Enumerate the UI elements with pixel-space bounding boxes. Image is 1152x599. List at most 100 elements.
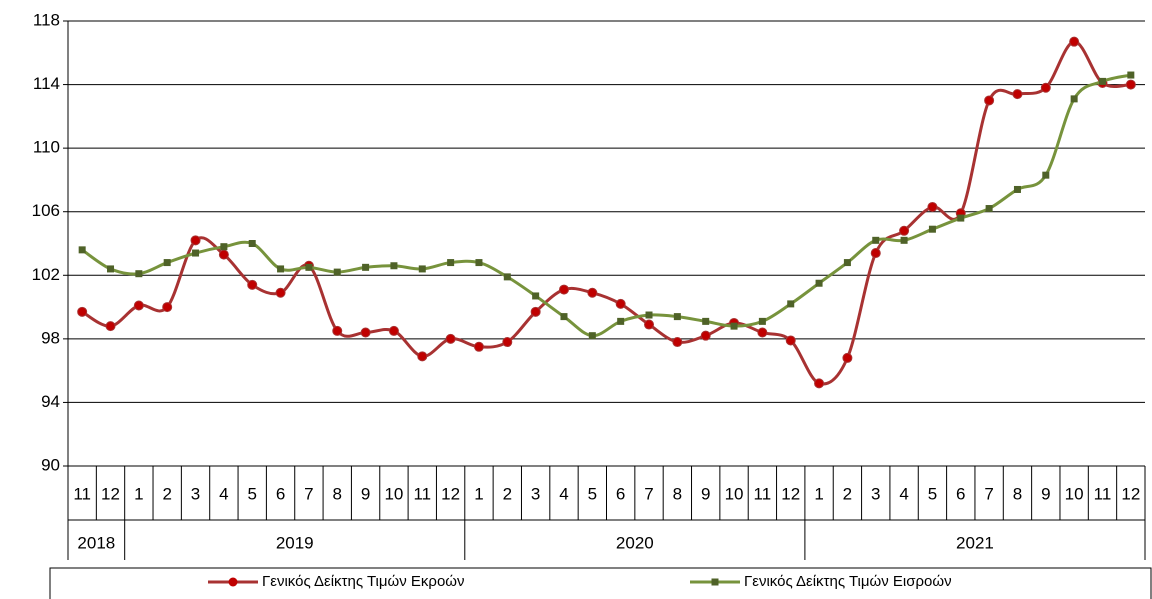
marker xyxy=(1013,185,1021,193)
marker xyxy=(473,341,484,352)
legend-marker xyxy=(228,577,238,587)
x-tick-label: 11 xyxy=(413,484,431,503)
marker xyxy=(814,378,825,389)
marker xyxy=(899,225,910,236)
marker xyxy=(447,259,455,267)
y-tick-label: 102 xyxy=(32,265,60,284)
legend-label: Γενικός Δείκτης Τιμών Εκροών xyxy=(262,573,465,590)
year-label: 2018 xyxy=(77,533,115,552)
marker xyxy=(558,284,569,295)
marker xyxy=(162,302,173,313)
x-tick-label: 6 xyxy=(276,484,285,503)
marker xyxy=(758,317,766,325)
x-tick-label: 9 xyxy=(701,484,710,503)
marker xyxy=(1040,82,1051,93)
x-tick-label: 1 xyxy=(474,484,483,503)
marker xyxy=(900,236,908,244)
marker xyxy=(220,243,228,251)
x-tick-label: 5 xyxy=(588,484,597,503)
x-tick-label: 4 xyxy=(219,484,228,503)
marker xyxy=(77,306,88,317)
marker xyxy=(730,322,738,330)
marker xyxy=(870,248,881,259)
marker xyxy=(390,262,398,270)
x-tick-label: 10 xyxy=(725,484,744,503)
marker xyxy=(418,265,426,273)
marker xyxy=(360,327,371,338)
x-tick-label: 2 xyxy=(162,484,171,503)
year-label: 2020 xyxy=(616,533,654,552)
y-tick-label: 94 xyxy=(41,392,60,411)
marker xyxy=(107,265,115,273)
marker xyxy=(503,273,511,281)
x-tick-label: 7 xyxy=(304,484,313,503)
x-tick-label: 11 xyxy=(1094,484,1112,503)
marker xyxy=(532,292,540,300)
marker xyxy=(560,313,568,321)
x-tick-label: 2 xyxy=(503,484,512,503)
marker xyxy=(702,317,710,325)
marker xyxy=(1042,171,1050,179)
y-tick-label: 110 xyxy=(33,138,60,157)
year-label: 2019 xyxy=(276,533,314,552)
marker xyxy=(615,298,626,309)
marker xyxy=(163,259,171,267)
marker xyxy=(644,319,655,330)
x-tick-label: 4 xyxy=(899,484,908,503)
x-tick-label: 3 xyxy=(871,484,880,503)
marker xyxy=(1098,77,1106,85)
x-tick-label: 12 xyxy=(781,484,800,503)
x-tick-label: 11 xyxy=(754,484,772,503)
marker xyxy=(1127,71,1135,79)
marker xyxy=(785,335,796,346)
legend-label: Γενικός Δείκτης Τιμών Εισροών xyxy=(744,573,952,590)
marker xyxy=(815,279,823,287)
marker xyxy=(984,95,995,106)
marker xyxy=(305,263,313,271)
x-tick-label: 9 xyxy=(1041,484,1050,503)
marker xyxy=(78,246,86,254)
marker xyxy=(843,259,851,267)
x-tick-label: 6 xyxy=(956,484,965,503)
x-tick-label: 12 xyxy=(101,484,120,503)
x-tick-label: 10 xyxy=(1065,484,1084,503)
y-tick-label: 98 xyxy=(41,328,60,347)
marker xyxy=(1069,36,1080,47)
marker xyxy=(192,249,200,257)
x-tick-label: 6 xyxy=(616,484,625,503)
marker xyxy=(872,236,880,244)
x-tick-label: 12 xyxy=(1121,484,1140,503)
x-tick-label: 8 xyxy=(333,484,342,503)
marker xyxy=(1012,89,1023,100)
marker xyxy=(417,351,428,362)
y-tick-label: 90 xyxy=(41,455,60,474)
legend: Γενικός Δείκτης Τιμών Εκροών Γενικός Δείκ… xyxy=(49,567,1152,599)
marker xyxy=(190,235,201,246)
y-tick-label: 114 xyxy=(33,74,60,93)
marker xyxy=(928,225,936,233)
legend-box xyxy=(49,567,1152,599)
marker xyxy=(247,279,258,290)
marker xyxy=(105,321,116,332)
marker xyxy=(248,240,256,247)
marker xyxy=(672,337,683,348)
marker xyxy=(1125,79,1136,90)
marker xyxy=(588,332,596,340)
x-tick-label: 1 xyxy=(814,484,823,503)
marker xyxy=(135,270,143,278)
marker xyxy=(700,330,711,341)
year-label: 2021 xyxy=(956,533,994,552)
marker xyxy=(957,214,965,222)
marker xyxy=(673,313,681,321)
marker xyxy=(645,311,653,319)
marker xyxy=(617,317,625,325)
marker xyxy=(927,201,938,212)
x-tick-label: 4 xyxy=(559,484,568,503)
x-tick-label: 2 xyxy=(843,484,852,503)
y-tick-label: 118 xyxy=(33,10,60,29)
x-tick-label: 7 xyxy=(984,484,993,503)
marker xyxy=(445,333,456,344)
x-tick-label: 12 xyxy=(441,484,460,503)
x-tick-label: 9 xyxy=(361,484,370,503)
